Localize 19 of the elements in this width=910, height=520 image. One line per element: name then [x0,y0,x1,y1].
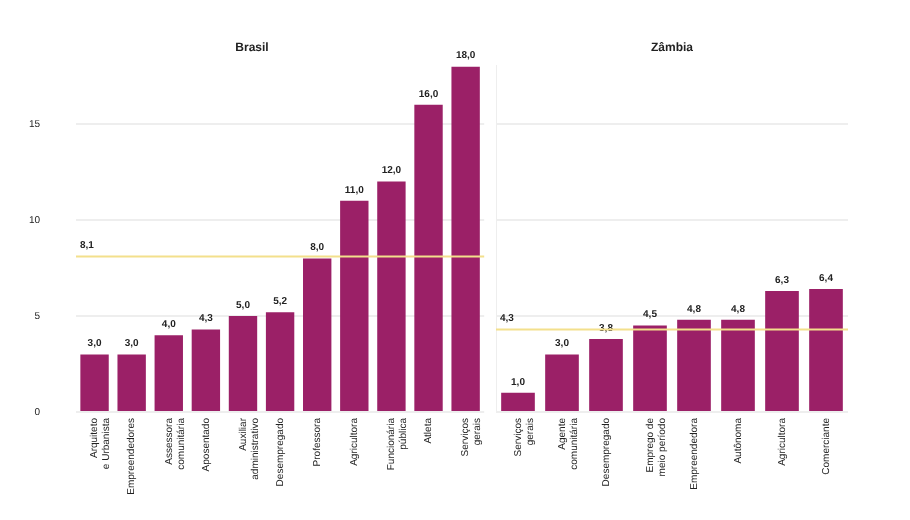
bar [677,319,711,411]
bar [633,325,667,411]
bar [545,354,579,411]
bar [154,335,183,411]
bar [414,104,443,411]
bar [451,66,480,411]
bar [303,258,332,411]
bar [191,329,221,411]
bar [117,354,146,411]
bar [589,339,623,411]
bar [721,319,755,411]
bar [265,312,295,411]
bar [340,200,369,411]
bar [809,289,843,411]
bar [501,392,535,411]
bar [377,181,406,411]
bar [765,291,799,411]
bar [228,316,258,411]
bar [80,354,109,411]
